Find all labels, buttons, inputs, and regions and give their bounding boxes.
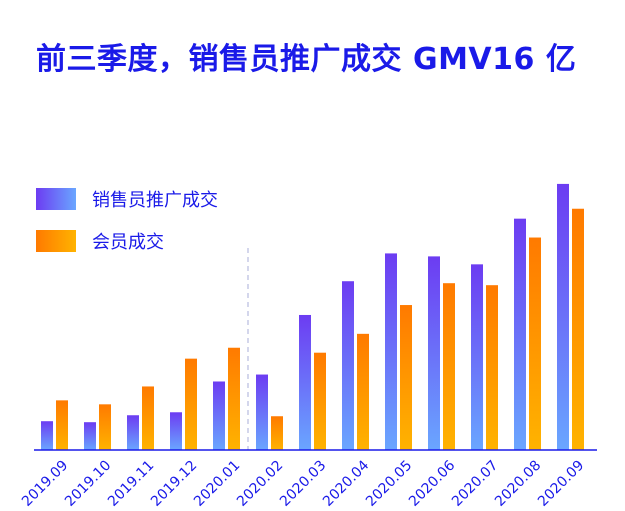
bar-sales-2019.11 (127, 415, 139, 450)
x-tick-label: 2020.02 (234, 458, 286, 510)
x-tick-label: 2020.06 (406, 457, 458, 509)
bar-member-2020.04 (357, 333, 369, 450)
bar-member-2020.03 (314, 352, 326, 450)
bar-sales-2020.08 (514, 218, 526, 450)
x-tick-label: 2019.09 (19, 458, 71, 510)
bar-member-2019.11 (142, 386, 154, 450)
bar-sales-2020.05 (385, 253, 397, 450)
bar-member-2020.01 (228, 347, 240, 450)
bar-member-2020.08 (529, 237, 541, 450)
bar-sales-2020.07 (471, 264, 483, 450)
x-tick-label: 2019.11 (105, 458, 157, 510)
bar-member-2020.06 (443, 283, 455, 450)
bar-sales-2020.09 (557, 183, 569, 450)
x-tick-label: 2020.05 (363, 458, 415, 510)
bar-sales-2020.06 (428, 256, 440, 450)
bar-sales-2020.03 (299, 314, 311, 450)
bar-member-2019.09 (56, 400, 68, 450)
chart-title: 前三季度，销售员推广成交 GMV16 亿 (36, 42, 577, 77)
bar-sales-2020.01 (213, 381, 225, 450)
bar-member-2019.10 (99, 404, 111, 450)
bar-sales-2019.12 (170, 412, 182, 450)
legend: 销售员推广成交 会员成交 (36, 188, 218, 272)
x-tick-label: 2020.01 (191, 458, 243, 510)
bar-sales-2019.10 (84, 422, 96, 450)
x-tick-label: 2019.12 (148, 458, 200, 510)
legend-item-sales: 销售员推广成交 (36, 188, 218, 211)
bar-sales-2020.02 (256, 374, 268, 450)
x-tick-label: 2020.08 (492, 458, 544, 510)
legend-item-member: 会员成交 (36, 230, 218, 253)
bar-member-2020.05 (400, 305, 412, 450)
bar-member-2020.02 (271, 416, 283, 450)
x-tick-label: 2020.04 (320, 457, 372, 509)
legend-label-member: 会员成交 (92, 232, 164, 253)
x-tick-label: 2020.09 (535, 458, 587, 510)
bar-member-2019.12 (185, 358, 197, 450)
legend-swatch-sales (36, 188, 76, 210)
x-tick-label: 2020.03 (277, 458, 329, 510)
x-tick-label: 2020.07 (449, 458, 501, 510)
legend-swatch-member (36, 230, 76, 252)
x-tick-label: 2019.10 (62, 458, 114, 510)
bar-sales-2020.04 (342, 281, 354, 450)
legend-label-sales: 销售员推广成交 (92, 190, 218, 211)
bar-member-2020.09 (572, 208, 584, 450)
bar-sales-2019.09 (41, 421, 53, 450)
bar-member-2020.07 (486, 285, 498, 450)
